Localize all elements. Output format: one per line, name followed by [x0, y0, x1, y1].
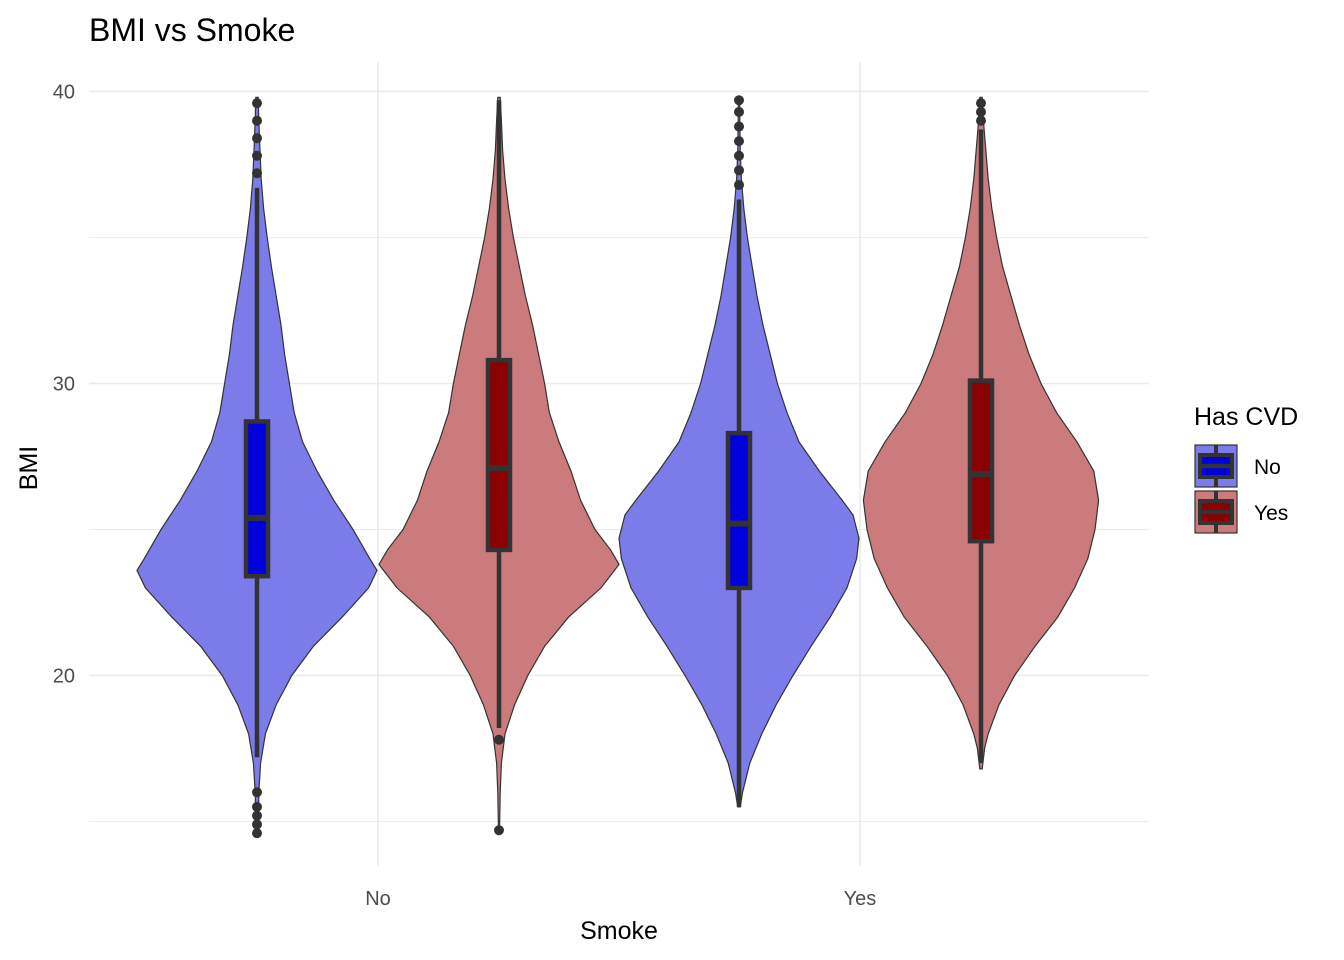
- outlier-point: [252, 168, 262, 179]
- y-axis-ticks: 20 30 40: [53, 82, 75, 688]
- outlier-point: [252, 819, 262, 830]
- outlier-point: [494, 825, 504, 836]
- outlier-point: [252, 150, 262, 161]
- outlier-point: [734, 165, 744, 176]
- x-axis-ticks: No Yes: [365, 888, 876, 910]
- legend: Has CVD No Yes: [1194, 403, 1298, 534]
- y-tick-label: 40: [53, 82, 75, 104]
- outlier-point: [976, 98, 986, 109]
- box: [243, 419, 271, 579]
- outlier-point: [734, 179, 744, 190]
- box: [967, 378, 995, 544]
- legend-title: Has CVD: [1194, 403, 1298, 431]
- chart-title: BMI vs Smoke: [89, 12, 295, 48]
- outlier-point: [734, 95, 744, 106]
- y-tick-label: 30: [53, 374, 75, 396]
- y-axis-title: BMI: [15, 446, 43, 490]
- outlier-point: [734, 136, 744, 147]
- x-axis-title: Smoke: [580, 917, 658, 945]
- y-tick-label: 20: [53, 666, 75, 688]
- box: [725, 430, 753, 591]
- outlier-point: [252, 133, 262, 144]
- outlier-point: [252, 810, 262, 821]
- outlier-point: [976, 115, 986, 126]
- outlier-point: [734, 106, 744, 117]
- violins: [136, 95, 1100, 839]
- outlier-point: [252, 98, 262, 109]
- outlier-point: [252, 801, 262, 812]
- outlier-point: [252, 828, 262, 839]
- legend-label: Yes: [1254, 502, 1288, 525]
- x-tick-label: No: [365, 888, 391, 910]
- legend-label: No: [1254, 456, 1281, 479]
- outlier-point: [976, 106, 986, 117]
- outlier-point: [734, 121, 744, 132]
- box: [485, 357, 513, 553]
- outlier-point: [734, 150, 744, 161]
- x-tick-label: Yes: [844, 888, 877, 910]
- outlier-point: [494, 734, 504, 745]
- outlier-point: [252, 115, 262, 126]
- outlier-point: [252, 787, 262, 798]
